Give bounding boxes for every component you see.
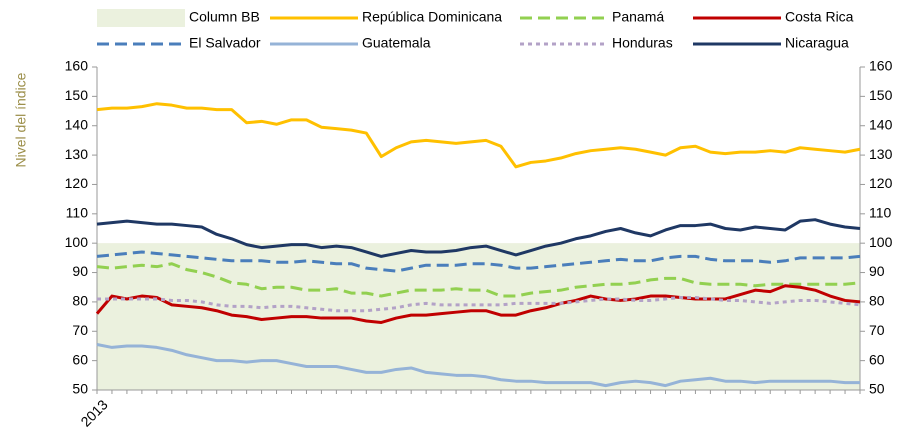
y-tick-label: 50 — [72, 381, 88, 397]
y2-tick-label: 50 — [869, 381, 885, 397]
y2-tick-label: 60 — [869, 351, 885, 367]
legend-label: Costa Rica — [785, 9, 854, 25]
y-tick-label: 160 — [65, 58, 89, 74]
y2-tick-label: 80 — [869, 293, 885, 309]
legend-label: Honduras — [612, 35, 673, 51]
legend-label: Column BB — [189, 9, 260, 25]
line — [96, 102, 861, 169]
legend-label: República Dominicana — [362, 9, 502, 25]
y2-tick-label: 90 — [869, 263, 885, 279]
y2-tick-label: 70 — [869, 322, 885, 338]
legend-label: Nicaragua — [785, 35, 849, 51]
y2-tick-label: 130 — [869, 146, 893, 162]
y-tick-label: 90 — [72, 263, 88, 279]
y2-tick-label: 100 — [869, 234, 893, 250]
line — [96, 218, 861, 258]
legend-swatch — [97, 9, 185, 27]
y2-tick-label: 160 — [869, 58, 893, 74]
y2-tick-label: 120 — [869, 175, 893, 191]
legend-label: El Salvador — [189, 35, 261, 51]
y-tick-label: 60 — [72, 351, 88, 367]
y-tick-label: 130 — [65, 146, 89, 162]
y-axis-label: Nivel del índice — [13, 72, 29, 167]
y2-tick-label: 150 — [869, 87, 893, 103]
y2-tick-label: 140 — [869, 116, 893, 132]
line — [96, 343, 860, 388]
legend-label: Panamá — [612, 9, 664, 25]
line — [96, 262, 861, 298]
y-tick-label: 100 — [65, 234, 89, 250]
y-tick-label: 120 — [65, 175, 89, 191]
line — [96, 250, 861, 273]
y2-tick-label: 110 — [869, 205, 892, 221]
legend-label: Guatemala — [362, 35, 431, 51]
y-tick-label: 110 — [66, 205, 89, 221]
y-tick-label: 70 — [72, 322, 88, 338]
y-tick-label: 80 — [72, 293, 88, 309]
x-tick-label: 2013 — [77, 396, 110, 429]
line — [95, 284, 861, 324]
y-tick-label: 150 — [65, 87, 89, 103]
y-tick-label: 140 — [65, 116, 89, 132]
